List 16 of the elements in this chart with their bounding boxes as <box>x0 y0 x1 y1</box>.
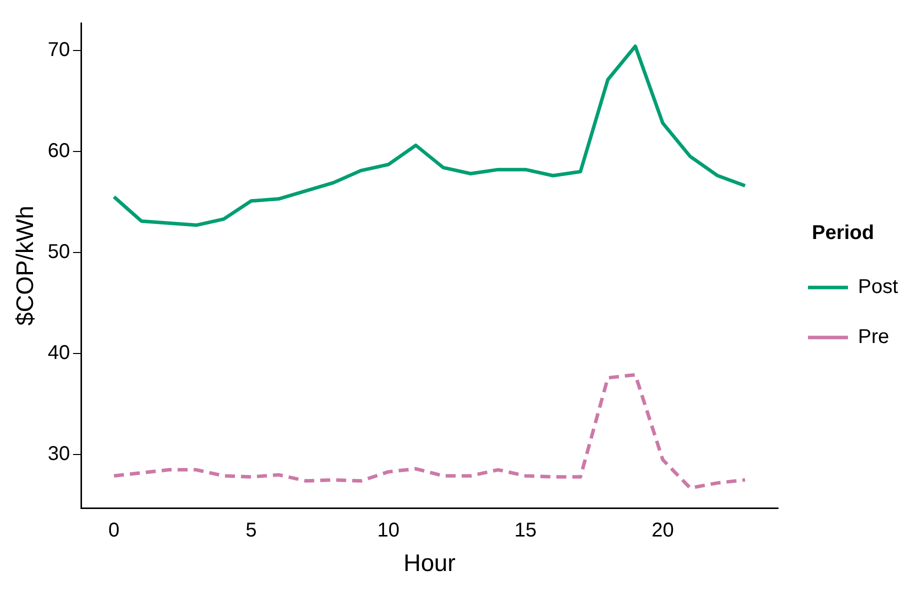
y-tick-label: 70 <box>48 38 70 61</box>
y-tick-label: 50 <box>48 240 70 263</box>
line-series <box>112 373 747 490</box>
legend-label: Pre <box>858 326 890 348</box>
x-tick-label: 0 <box>108 520 120 542</box>
y-tick-label: 40 <box>48 342 70 364</box>
legend-label: Post <box>858 276 898 298</box>
x-tick-label: 15 <box>514 520 537 542</box>
y-tick-label: 60 <box>48 140 70 162</box>
x-tick-label: 5 <box>246 520 257 542</box>
x-axis-title: Hour <box>404 550 456 578</box>
x-tick-label: 10 <box>377 520 400 542</box>
x-tick-label: 20 <box>652 520 674 542</box>
y-axis-title: $COP/kWh <box>12 206 40 326</box>
y-tick-label: 30 <box>48 443 70 466</box>
legend-title: Period <box>812 222 874 244</box>
